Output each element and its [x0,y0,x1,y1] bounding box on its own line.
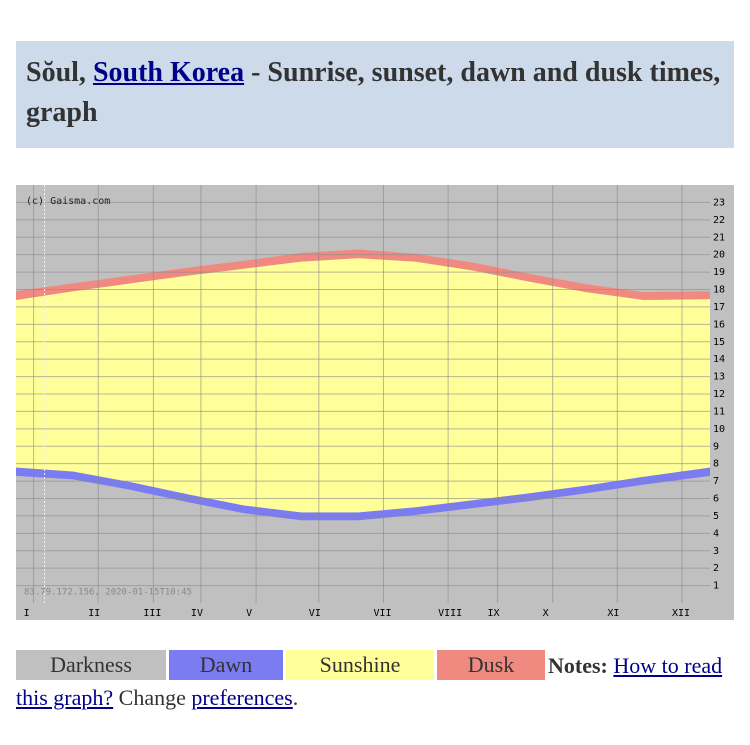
title-text: Sŏul, [26,57,93,88]
x-tick-label: VI [309,608,321,619]
notes-label: Notes: [548,653,608,678]
y-tick-label: 9 [713,441,719,452]
dawn-band [16,467,710,521]
x-tick-label: V [246,608,252,619]
x-tick-label: XII [672,608,690,619]
x-tick-label: II [88,608,100,619]
x-tick-label: X [543,608,549,619]
y-tick-label: 10 [713,424,725,435]
y-tick-label: 3 [713,546,719,557]
y-tick-label: 2 [713,563,719,574]
header: Sŏul, South Korea - Sunrise, sunset, daw… [16,41,734,148]
y-tick-label: 22 [713,215,725,226]
y-tick-label: 7 [713,476,719,487]
legend-entry: Dusk [437,650,545,680]
copyright: (c) Gaisma.com [26,196,110,207]
y-tick-label: 6 [713,494,719,505]
x-tick-label: III [143,608,161,619]
title-text: - Sunrise, sunset, dawn and dusk times, … [26,57,721,128]
y-tick-label: 19 [713,267,725,278]
legend-entry: Darkness [16,650,166,680]
y-tick-label: 23 [713,197,725,208]
x-tick-label: VII [373,608,391,619]
darkness-band [16,475,710,603]
help-link[interactable]: How to read this graph? [16,653,723,710]
y-tick-label: 18 [713,285,725,296]
y-tick-label: 17 [713,302,725,313]
y-tick-label: 4 [713,528,719,539]
legend-boxes: Darkness Dawn Sunshine Dusk [16,650,548,680]
notes-text: Change [113,685,192,710]
legend-entry: Sunshine [286,650,434,680]
notes-end: . [292,685,299,710]
darkness-band [16,185,710,293]
sunshine-band [16,258,710,513]
y-tick-label: 15 [713,337,725,348]
legend: Darkness Dawn Sunshine Dusk Notes: How to re… [16,650,734,714]
y-tick-label: 11 [713,406,725,417]
country-link[interactable]: South Korea [92,57,245,88]
x-tick-label: XI [607,608,619,619]
y-tick-label: 16 [713,319,725,330]
y-tick-label: 12 [713,389,725,400]
y-tick-label: 5 [713,511,719,522]
x-tick-label: I [24,608,30,619]
y-tick-label: 13 [713,372,725,383]
x-tick-label: VIII [438,608,462,619]
preferences-link[interactable]: preferences [191,685,293,710]
y-tick-label: 20 [713,250,725,261]
legend-entry: Dawn [169,650,283,680]
x-tick-label: IX [488,608,500,619]
y-tick-label: 14 [713,354,725,365]
y-tick-label: 8 [713,459,719,470]
x-tick-label: IV [191,608,203,619]
y-tick-label: 21 [713,232,725,243]
y-tick-label: 1 [713,581,719,592]
footer-stamp: 83.79.172.156, 2020-01-15T10:45 [24,588,192,598]
dusk-band [16,249,710,300]
